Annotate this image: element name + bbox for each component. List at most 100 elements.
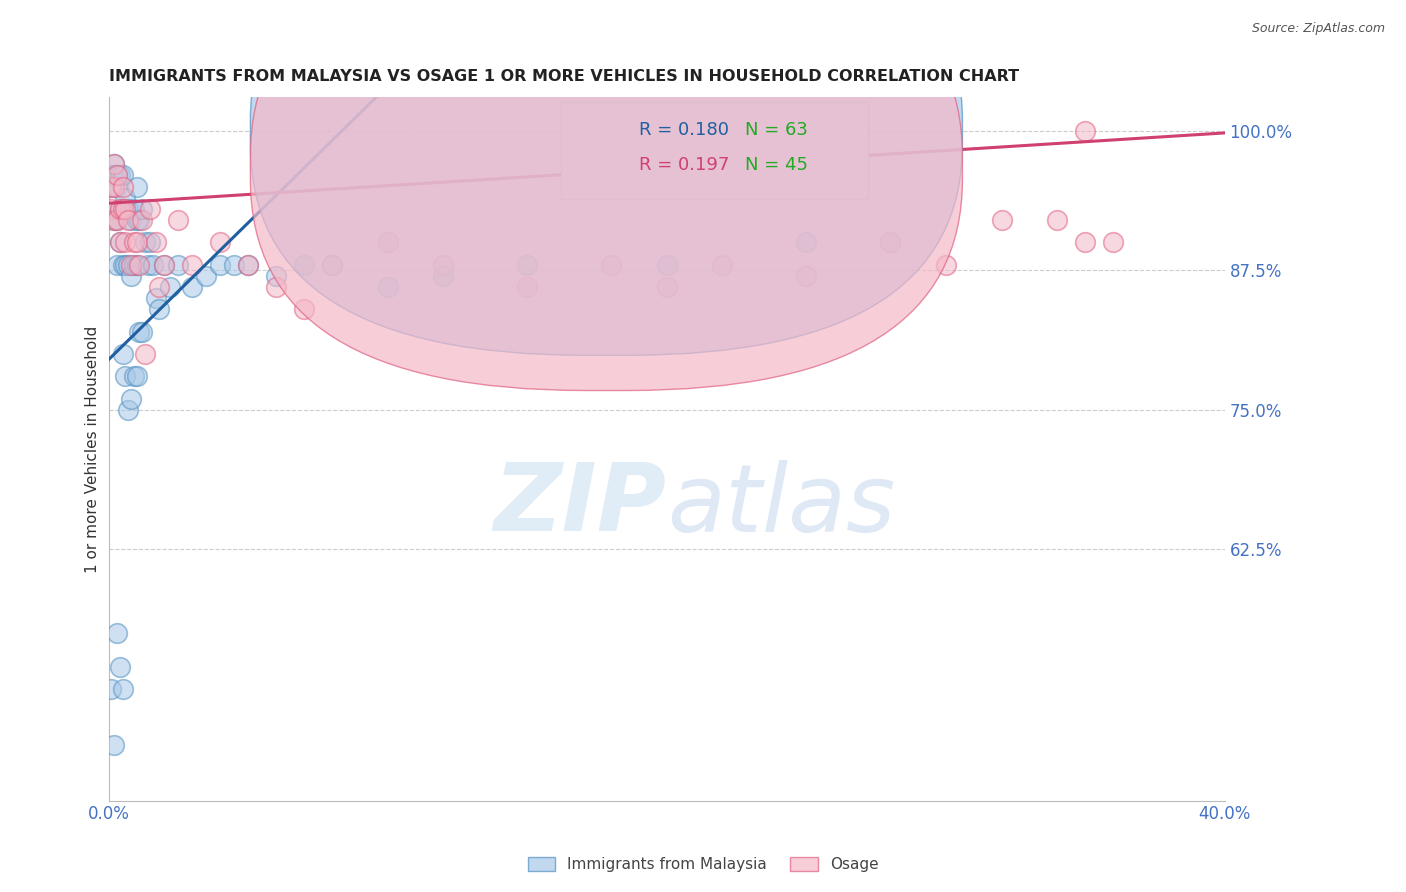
- Point: [120, 213, 142, 227]
- Text: IMMIGRANTS FROM MALAYSIA VS OSAGE 1 OR MORE VEHICLES IN HOUSEHOLD CORRELATION CH: IMMIGRANTS FROM MALAYSIA VS OSAGE 1 OR M…: [108, 69, 1019, 84]
- Point: [114, 258, 136, 272]
- Point: [100, 179, 122, 194]
- Point: [264, 268, 287, 283]
- Point: [125, 369, 148, 384]
- Point: [103, 157, 125, 171]
- Point: [711, 258, 734, 272]
- Text: R = 0.197: R = 0.197: [638, 156, 730, 175]
- Text: R = 0.180: R = 0.180: [638, 121, 728, 139]
- Point: [794, 235, 817, 250]
- Point: [117, 402, 139, 417]
- FancyBboxPatch shape: [250, 0, 963, 355]
- Point: [655, 280, 678, 294]
- Point: [105, 169, 128, 183]
- Point: [432, 258, 454, 272]
- Point: [1046, 213, 1069, 227]
- Point: [117, 202, 139, 216]
- Point: [111, 179, 134, 194]
- Point: [100, 179, 122, 194]
- Point: [148, 280, 170, 294]
- Point: [236, 258, 259, 272]
- Text: N = 63: N = 63: [745, 121, 807, 139]
- Text: atlas: atlas: [666, 459, 896, 550]
- Point: [120, 392, 142, 406]
- Point: [148, 302, 170, 317]
- Point: [321, 258, 343, 272]
- Point: [292, 302, 315, 317]
- Point: [103, 213, 125, 227]
- Point: [100, 169, 122, 183]
- Point: [935, 258, 957, 272]
- FancyBboxPatch shape: [561, 102, 868, 199]
- Point: [209, 258, 232, 272]
- Point: [131, 325, 153, 339]
- Point: [224, 258, 246, 272]
- Point: [103, 738, 125, 752]
- Point: [1074, 235, 1097, 250]
- Point: [136, 258, 159, 272]
- Point: [167, 258, 190, 272]
- Point: [131, 213, 153, 227]
- Point: [209, 235, 232, 250]
- Point: [120, 258, 142, 272]
- Point: [105, 626, 128, 640]
- Point: [794, 268, 817, 283]
- Legend: Immigrants from Malaysia, Osage: Immigrants from Malaysia, Osage: [520, 849, 886, 880]
- Point: [111, 347, 134, 361]
- Point: [1074, 124, 1097, 138]
- Point: [321, 258, 343, 272]
- Point: [1102, 235, 1125, 250]
- Point: [159, 280, 181, 294]
- Y-axis label: 1 or more Vehicles in Household: 1 or more Vehicles in Household: [86, 326, 100, 573]
- Point: [655, 258, 678, 272]
- Point: [105, 169, 128, 183]
- Point: [128, 325, 150, 339]
- Point: [105, 213, 128, 227]
- Point: [108, 202, 131, 216]
- Point: [516, 280, 538, 294]
- Point: [111, 169, 134, 183]
- Point: [108, 659, 131, 673]
- Point: [167, 213, 190, 227]
- Point: [128, 213, 150, 227]
- Point: [181, 258, 204, 272]
- Point: [125, 213, 148, 227]
- Point: [134, 347, 156, 361]
- Text: ZIP: ZIP: [494, 459, 666, 551]
- Point: [181, 280, 204, 294]
- Point: [103, 213, 125, 227]
- Point: [117, 258, 139, 272]
- Point: [139, 235, 162, 250]
- Point: [599, 258, 621, 272]
- Point: [100, 681, 122, 696]
- Point: [153, 258, 176, 272]
- Point: [117, 213, 139, 227]
- Point: [139, 202, 162, 216]
- Point: [236, 258, 259, 272]
- Point: [145, 235, 167, 250]
- Point: [125, 258, 148, 272]
- Text: N = 45: N = 45: [745, 156, 808, 175]
- Point: [128, 258, 150, 272]
- Point: [111, 202, 134, 216]
- Point: [125, 179, 148, 194]
- Point: [125, 235, 148, 250]
- Point: [153, 258, 176, 272]
- Point: [111, 202, 134, 216]
- Point: [103, 169, 125, 183]
- Point: [377, 235, 399, 250]
- Point: [122, 202, 145, 216]
- Point: [108, 169, 131, 183]
- Point: [114, 202, 136, 216]
- Point: [145, 291, 167, 305]
- Point: [111, 681, 134, 696]
- Point: [195, 268, 218, 283]
- Point: [516, 258, 538, 272]
- Point: [103, 179, 125, 194]
- Point: [105, 258, 128, 272]
- Point: [377, 280, 399, 294]
- Point: [879, 235, 901, 250]
- Text: Source: ZipAtlas.com: Source: ZipAtlas.com: [1251, 22, 1385, 36]
- Point: [120, 268, 142, 283]
- Point: [108, 235, 131, 250]
